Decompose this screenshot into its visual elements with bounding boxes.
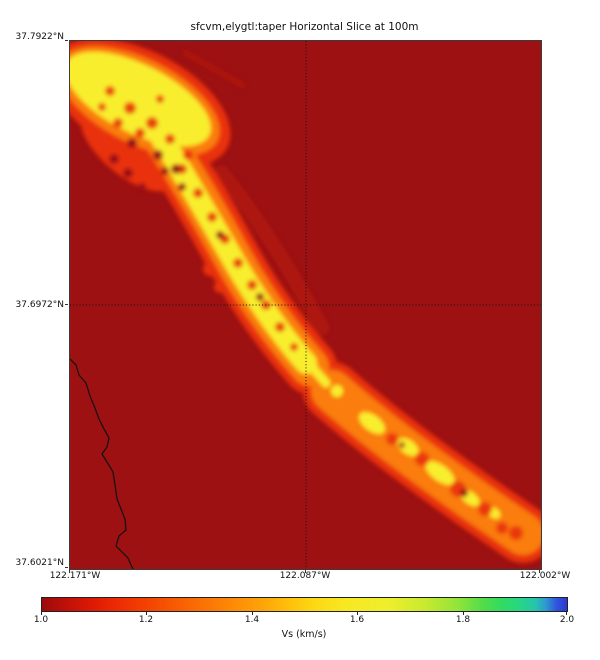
y-tick-label-bottom: 37.6021°N xyxy=(15,558,64,568)
y-tick xyxy=(65,567,68,568)
map-canvas xyxy=(70,41,541,569)
x-tick-label-left: 122.171°W xyxy=(49,571,101,581)
velocity-band xyxy=(70,41,541,563)
colorbar-tick-label: 1.8 xyxy=(455,615,471,625)
y-tick-label-middle: 37.6972°N xyxy=(15,300,64,310)
plot-title: sfcvm,elygtl:taper Horizontal Slice at 1… xyxy=(190,21,419,33)
colorbar-tick-label: 1.4 xyxy=(244,615,260,625)
coastline xyxy=(70,358,134,569)
colorbar-tick xyxy=(566,612,567,615)
colorbar-tick-label: 1.2 xyxy=(138,615,154,625)
colorbar-tick xyxy=(463,612,464,615)
colorbar-tick xyxy=(252,612,253,615)
y-tick xyxy=(65,40,68,41)
colorbar xyxy=(41,597,568,612)
x-tick xyxy=(539,570,540,573)
colorbar-tick-label: 2.0 xyxy=(559,615,575,625)
colorbar-tick xyxy=(357,612,358,615)
x-tick xyxy=(305,570,306,573)
x-tick-label-right: 122.002°W xyxy=(519,571,571,581)
colorbar-tick-label: 1.6 xyxy=(349,615,365,625)
y-tick-label-top: 37.7922°N xyxy=(15,32,64,42)
colorbar-tick-label: 1.0 xyxy=(33,615,49,625)
colorbar-tick xyxy=(41,612,42,615)
colorbar-tick xyxy=(146,612,147,615)
x-tick xyxy=(69,570,70,573)
colorbar-axis-label: Vs (km/s) xyxy=(281,629,327,640)
y-tick xyxy=(65,304,68,305)
x-tick-label-center: 122.087°W xyxy=(279,571,331,581)
map-plot-area xyxy=(69,40,542,570)
